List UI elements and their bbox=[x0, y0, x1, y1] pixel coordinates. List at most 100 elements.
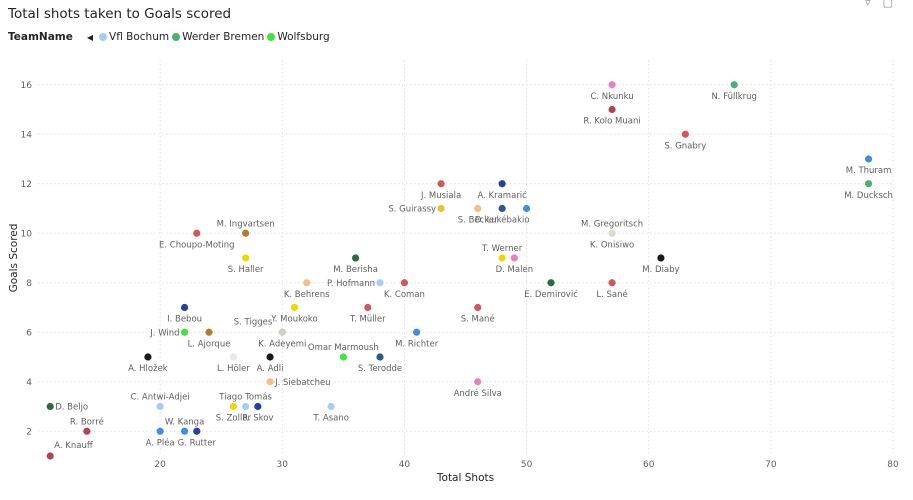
scatter-point[interactable] bbox=[156, 402, 164, 411]
scatter-point[interactable] bbox=[510, 254, 518, 262]
legend-prev-arrow-icon[interactable]: ◀ bbox=[86, 32, 94, 42]
point-label: S. Mané bbox=[461, 314, 495, 325]
x-axis-ticks: 20 30 40 50 60 70 80 bbox=[154, 460, 899, 470]
point-label: M. Thuram bbox=[846, 166, 892, 176]
legend-item-wolfsburg[interactable]: Wolfsburg bbox=[267, 31, 330, 43]
scatter-point[interactable] bbox=[254, 402, 262, 411]
scatter-point[interactable] bbox=[657, 254, 665, 262]
point-label: W. Kanga bbox=[165, 417, 204, 427]
y-axis-title: Goals Scored bbox=[8, 224, 20, 293]
scatter-point[interactable] bbox=[400, 279, 409, 287]
scatter-point[interactable] bbox=[193, 427, 201, 435]
scatter-point[interactable] bbox=[730, 81, 738, 89]
scatter-point[interactable] bbox=[498, 180, 506, 188]
scatter-point[interactable] bbox=[498, 254, 506, 262]
point-label: P. Hofmann bbox=[327, 279, 375, 289]
scatter-point[interactable] bbox=[327, 402, 335, 411]
scatter-point[interactable] bbox=[608, 229, 616, 237]
scatter-point[interactable] bbox=[864, 180, 873, 188]
legend-dot-icon bbox=[99, 33, 108, 41]
y-tick-label: 4 bbox=[26, 378, 32, 388]
point-label: André Silva bbox=[454, 388, 502, 399]
point-label: M. Ingvartsen bbox=[217, 219, 275, 229]
scatter-point[interactable] bbox=[144, 353, 152, 361]
scatter-point[interactable] bbox=[266, 378, 274, 386]
scatter-point[interactable] bbox=[242, 229, 250, 237]
legend-title: TeamName bbox=[8, 31, 73, 43]
point-label: T. Müller bbox=[349, 315, 386, 325]
scatter-point[interactable] bbox=[364, 303, 372, 312]
point-label: Tiago Tomás bbox=[218, 393, 272, 403]
point-label: C. Antwi-Adjei bbox=[131, 393, 190, 403]
scatter-point[interactable] bbox=[180, 328, 189, 336]
point-label: G. Rutter bbox=[178, 438, 217, 448]
point-label: M. Richter bbox=[395, 339, 439, 349]
scatter-point[interactable] bbox=[278, 328, 286, 336]
scatter-point[interactable] bbox=[303, 279, 311, 287]
scatter-point[interactable] bbox=[180, 303, 189, 312]
scatter-point[interactable] bbox=[229, 402, 238, 411]
point-label: R. Borré bbox=[70, 416, 104, 427]
filter-icon[interactable]: ▿ bbox=[865, 0, 871, 9]
point-label: A. Adli bbox=[257, 364, 284, 374]
point-label: A. Knauff bbox=[54, 441, 94, 451]
point-label: A. Kramarić bbox=[477, 190, 527, 201]
scatter-point[interactable] bbox=[83, 427, 91, 435]
x-tick-label: 30 bbox=[277, 460, 289, 470]
scatter-point[interactable] bbox=[205, 328, 213, 336]
y-tick-label: 14 bbox=[21, 130, 33, 140]
point-label: Omar Marmoush bbox=[308, 343, 379, 353]
gridlines bbox=[38, 60, 894, 456]
scatter-point[interactable] bbox=[156, 427, 164, 435]
scatter-point[interactable] bbox=[290, 303, 299, 312]
point-label: S. Zoller bbox=[216, 414, 252, 424]
scatter-point[interactable] bbox=[180, 427, 189, 435]
scatter-point[interactable] bbox=[266, 353, 274, 361]
point-label: N. Füllkrug bbox=[711, 92, 757, 102]
scatter-point[interactable] bbox=[351, 254, 360, 262]
scatter-point[interactable] bbox=[608, 279, 616, 287]
scatter-point[interactable] bbox=[474, 303, 482, 312]
point-label: J. Wind bbox=[149, 328, 179, 338]
scatter-point[interactable] bbox=[376, 279, 384, 287]
scatter-point[interactable] bbox=[498, 204, 506, 213]
y-tick-label: 2 bbox=[26, 427, 32, 437]
scatter-point[interactable] bbox=[376, 353, 384, 361]
focus-mode-icon[interactable]: ▢ bbox=[882, 0, 893, 9]
legend-item-label: Wolfsburg bbox=[277, 31, 330, 43]
legend-item-vfl-bochum[interactable]: Vfl Bochum bbox=[99, 31, 169, 43]
legend-item-werder-bremen[interactable]: Werder Bremen bbox=[172, 31, 264, 43]
point-label: A. Hložek bbox=[128, 364, 168, 374]
scatter-point[interactable] bbox=[193, 229, 201, 237]
scatter-point[interactable] bbox=[681, 130, 689, 138]
scatter-point[interactable] bbox=[46, 402, 54, 411]
point-label: Y. Moukoko bbox=[270, 315, 317, 325]
scatter-point[interactable] bbox=[413, 328, 421, 336]
y-tick-label: 6 bbox=[26, 328, 32, 338]
scatter-point[interactable] bbox=[242, 402, 250, 411]
scatter-point[interactable] bbox=[474, 378, 482, 386]
x-tick-label: 20 bbox=[154, 460, 166, 470]
scatter-point[interactable] bbox=[608, 105, 616, 114]
scatter-point[interactable] bbox=[474, 204, 482, 213]
legend-item-label: Werder Bremen bbox=[182, 31, 265, 43]
scatter-point[interactable] bbox=[522, 204, 531, 213]
point-label: M. Berisha bbox=[333, 265, 378, 275]
x-tick-label: 40 bbox=[399, 460, 411, 470]
point-label: R. Kolo Muani bbox=[583, 117, 640, 127]
x-axis-title: Total Shots bbox=[436, 472, 494, 484]
scatter-point[interactable] bbox=[242, 254, 250, 262]
point-label: I. Bebou bbox=[167, 315, 202, 325]
point-label: M. Diaby bbox=[642, 265, 679, 275]
scatter-point[interactable] bbox=[46, 452, 54, 460]
scatter-point[interactable] bbox=[547, 279, 555, 287]
y-tick-label: 12 bbox=[21, 180, 32, 190]
scatter-point[interactable] bbox=[864, 155, 873, 163]
scatter-point[interactable] bbox=[437, 180, 445, 188]
scatter-point[interactable] bbox=[229, 353, 238, 361]
scatter-point[interactable] bbox=[608, 81, 616, 89]
point-label: L. Höler bbox=[217, 364, 250, 374]
scatter-point[interactable] bbox=[437, 204, 445, 213]
scatter-point[interactable] bbox=[339, 353, 347, 361]
